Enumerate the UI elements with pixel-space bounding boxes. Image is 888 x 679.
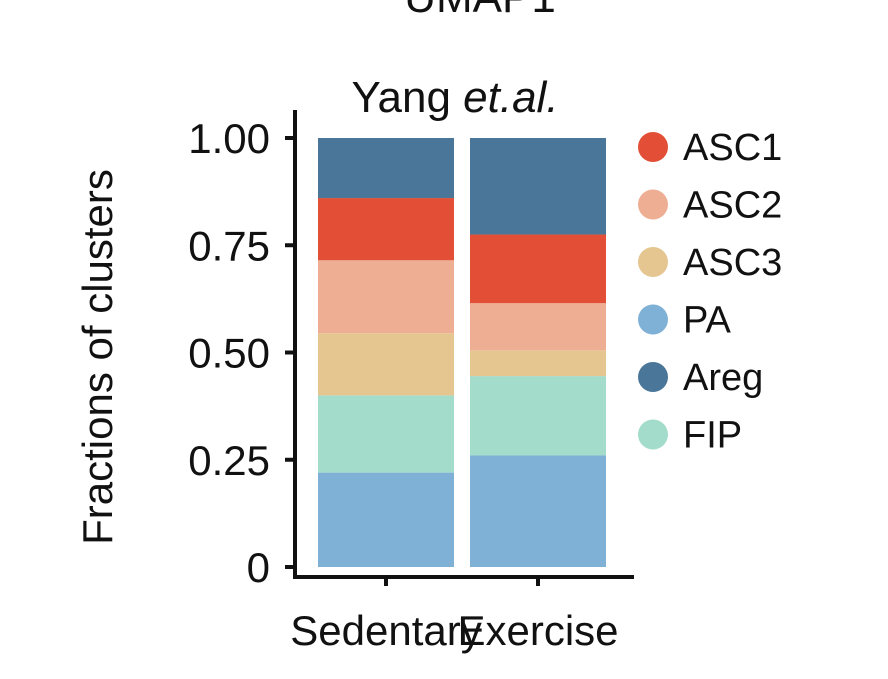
chart-title: Yang et.al. xyxy=(351,73,558,122)
y-tick-label-3: 0.75 xyxy=(188,222,270,269)
legend-label-asc3: ASC3 xyxy=(683,242,782,284)
bar-exercise-areg xyxy=(470,138,606,235)
y-tick-label-4: 1.00 xyxy=(188,115,270,162)
x-tick-label-exercise: Exercise xyxy=(457,607,618,654)
chart-title-italic: et.al. xyxy=(463,73,558,122)
legend-swatch-pa xyxy=(638,304,668,335)
legend-swatch-asc3 xyxy=(638,247,668,277)
legend-label-areg: Areg xyxy=(683,357,763,399)
legend-swatch-fip xyxy=(638,419,668,450)
bar-exercise-asc1 xyxy=(470,234,606,304)
legend-swatch-asc1 xyxy=(638,132,668,162)
legend: ASC1 ASC2 ASC3 PA Areg FIP xyxy=(638,127,782,457)
bar-sedentary-areg xyxy=(318,138,454,199)
legend-label-asc1: ASC1 xyxy=(683,127,782,169)
legend-label-asc2: ASC2 xyxy=(683,185,782,227)
y-axis-label: Fractions of clusters xyxy=(74,169,121,545)
bar-sedentary-asc1 xyxy=(318,198,454,261)
chart-title-prefix: Yang xyxy=(351,73,463,122)
bar-sedentary-fip xyxy=(318,395,454,473)
bar-sedentary-asc2 xyxy=(318,260,454,334)
bars-group xyxy=(318,138,606,567)
x-tick-label-sedentary: Sedentary xyxy=(290,607,481,654)
y-tick-label-2: 0.50 xyxy=(188,330,270,377)
bar-exercise-fip xyxy=(470,376,606,456)
bar-exercise-asc3 xyxy=(470,350,606,377)
bar-sedentary-asc3 xyxy=(318,333,454,396)
legend-label-pa: PA xyxy=(683,300,732,342)
legend-swatch-areg xyxy=(638,362,668,392)
legend-label-fip: FIP xyxy=(683,415,742,457)
top-title-fragment: UMAP1 xyxy=(404,0,556,22)
bar-exercise-asc2 xyxy=(470,303,606,351)
bar-exercise-pa xyxy=(470,455,606,567)
bar-sedentary-pa xyxy=(318,472,454,567)
y-tick-label-0: 0 xyxy=(247,544,270,591)
y-tick-label-1: 0.25 xyxy=(188,437,270,484)
legend-swatch-asc2 xyxy=(638,189,668,220)
